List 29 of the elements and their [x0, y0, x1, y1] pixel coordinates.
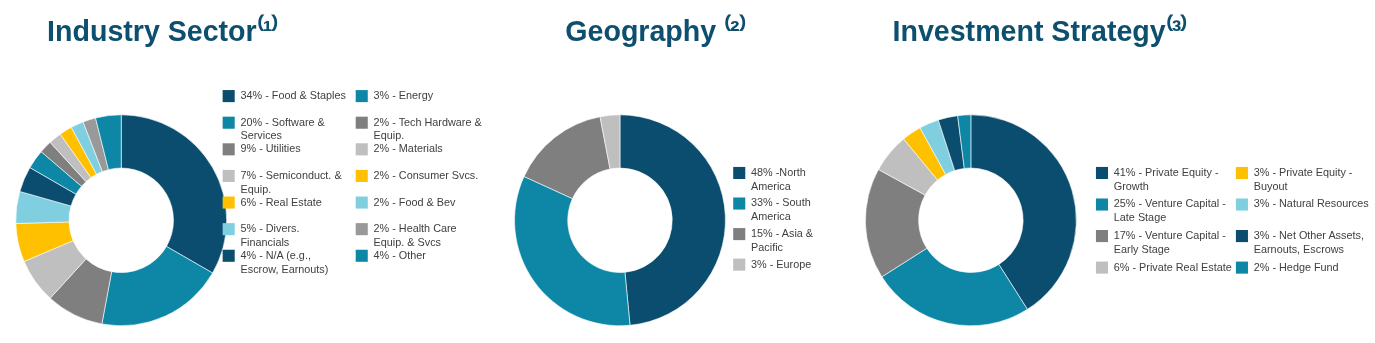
- legend-label: 2% - Hedge Fund: [1253, 260, 1339, 273]
- legend-label: 20% - Software & Services: [240, 115, 326, 142]
- legend-label: 2% - Food & Bev: [373, 195, 456, 208]
- legend-label: 6% - Real Estate: [240, 195, 322, 208]
- legend-label: 25% - Venture Capital - Late Stage: [1113, 197, 1227, 224]
- legend-label: 34% - Food & Staples: [240, 89, 347, 102]
- legend-label: 4% - Other: [373, 248, 427, 261]
- legend-label: 2% - Tech Hardware & Equip.: [373, 115, 483, 142]
- legend-label: 2% - Health Care Equip. & Svcs: [373, 222, 457, 248]
- legend-label: 9% - Utilities: [240, 142, 302, 155]
- legend-label: 4% - N/A (e.g., Escrow, Earnouts): [240, 248, 329, 275]
- legend-label: 3% - Europe: [751, 257, 812, 270]
- legend-label: 48% -North America: [751, 165, 806, 192]
- legend-label: 2% - Consumer Svcs.: [373, 168, 479, 181]
- legend-label: 3% - Energy: [373, 89, 434, 102]
- legend-label: 6% - Private Real Estate: [1113, 260, 1232, 273]
- chart-title: Investment Strategy⁽³⁾: [892, 13, 1188, 47]
- legend-label: 7% - Semiconduct. & Equip.: [240, 168, 343, 195]
- legend-label: 15% - Asia & Pacific: [751, 227, 814, 253]
- legend-label: 3% - Net Other Assets, Earnouts, Escrows: [1253, 229, 1364, 255]
- legend-label: 3% - Private Equity - Buyout: [1253, 165, 1353, 192]
- legend-label: 5% - Divers. Financials: [240, 222, 300, 248]
- legend-label: 33% - South America: [751, 196, 811, 223]
- chart-title: Industry Sector⁽¹⁾: [47, 13, 279, 47]
- legend-label: 2% - Materials: [373, 142, 444, 155]
- legend-label: 41% - Private Equity - Growth: [1113, 165, 1219, 192]
- chart-title: Geography ⁽²⁾: [565, 13, 746, 47]
- legend-label: 3% - Natural Resources: [1253, 197, 1370, 210]
- legend-label: 17% - Venture Capital - Early Stage: [1113, 229, 1227, 255]
